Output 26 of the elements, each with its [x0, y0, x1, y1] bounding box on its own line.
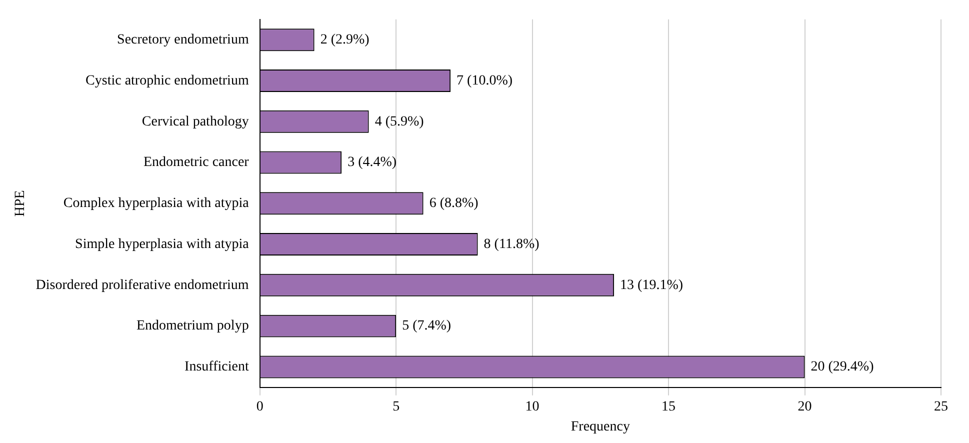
data-label: 8 (11.8%) [484, 236, 540, 252]
data-label: 13 (19.1%) [620, 278, 684, 293]
y-tick-label: Endometrium polyp [136, 318, 249, 334]
data-label: 5 (7.4%) [402, 318, 452, 334]
data-label: 7 (10.0%) [456, 73, 513, 88]
y-axis-title: HPE [13, 190, 28, 217]
x-tick-label: 20 [798, 399, 812, 414]
y-tick-label: Complex hyperplasia with atypia [63, 196, 250, 212]
x-axis-title: Frequency [570, 419, 630, 434]
x-tick-label: 5 [392, 399, 400, 414]
data-label: 20 (29.4%) [810, 360, 874, 375]
y-tick-label: Insufficient [184, 360, 249, 375]
y-tick-label: Cervical pathology [142, 114, 249, 130]
data-label: 2 (2.9%) [320, 32, 370, 48]
y-tick-label: Disordered proliferative endometrium [36, 278, 249, 293]
x-tick-label: 10 [525, 399, 540, 414]
x-tick-label: 25 [934, 399, 948, 414]
data-label: 4 (5.9%) [374, 114, 424, 130]
x-tick-label: 0 [256, 399, 264, 414]
x-tick-label: 15 [662, 399, 676, 414]
y-tick-label: Secretory endometrium [117, 32, 249, 48]
y-tick-label: Endometric cancer [144, 155, 250, 170]
data-label: 3 (4.4%) [348, 155, 397, 170]
data-label: 6 (8.8%) [429, 196, 479, 212]
y-tick-label: Cystic atrophic endometrium [86, 73, 249, 88]
y-tick-label: Simple hyperplasia with atypia [75, 236, 250, 252]
